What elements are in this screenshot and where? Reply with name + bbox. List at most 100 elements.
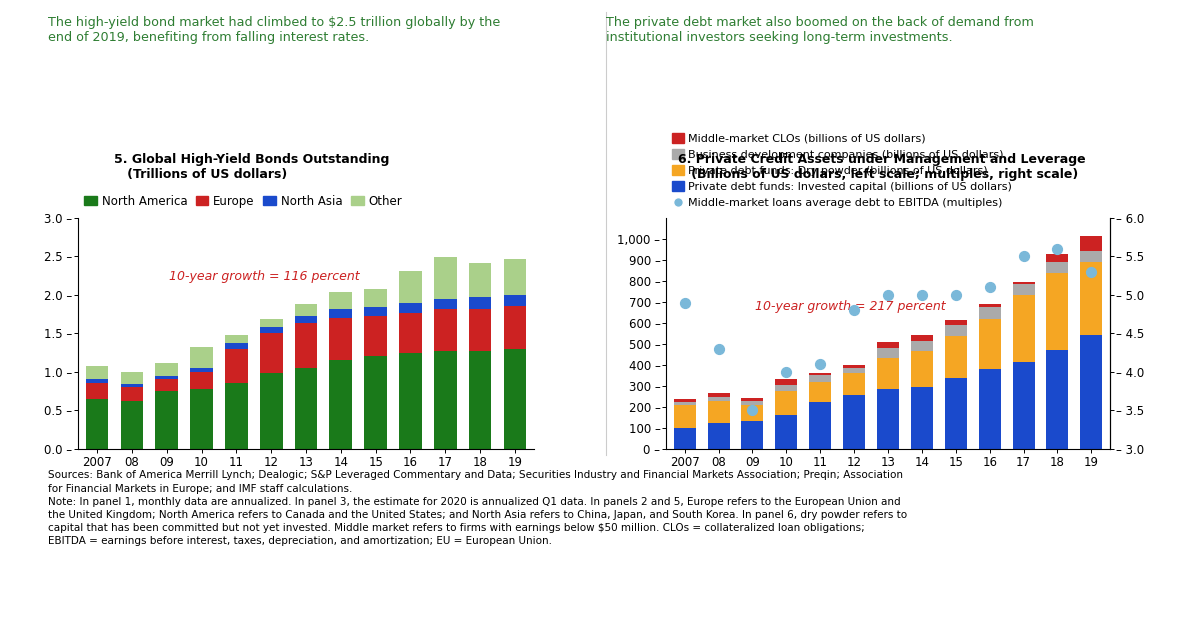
Text: 5. Global High-Yield Bonds Outstanding
   (Trillions of US dollars): 5. Global High-Yield Bonds Outstanding (… [114,153,389,181]
Legend: Middle-market CLOs (billions of US dollars), Business development companies (bil: Middle-market CLOs (billions of US dolla… [672,133,1012,208]
Bar [86,399,108,449]
Bar [673,402,696,404]
Bar [504,295,526,307]
Bar [295,316,317,323]
Bar [434,351,456,449]
Text: The high-yield bond market had climbed to $2.5 trillion globally by the
end of 2: The high-yield bond market had climbed t… [48,16,500,44]
Bar [1013,284,1034,295]
Bar [400,313,421,353]
Bar [365,356,386,449]
Bar [1013,282,1034,284]
Point [845,305,864,315]
Bar [844,364,865,368]
Bar [944,336,967,378]
Bar [260,333,282,373]
Bar [469,263,491,297]
Bar [121,387,143,401]
Bar [365,307,386,316]
Bar [673,427,696,449]
Bar [979,307,1001,318]
Bar [260,320,282,327]
Text: The private debt market also boomed on the back of demand from
institutional inv: The private debt market also boomed on t… [606,16,1034,44]
Bar [911,351,932,387]
Bar [979,304,1001,307]
Bar [156,363,178,376]
Point [980,282,1000,292]
Bar [469,309,491,351]
Bar [156,391,178,449]
Bar [809,373,832,375]
Bar [1046,262,1068,272]
Bar [877,348,899,358]
Bar [944,320,967,325]
Bar [226,383,247,449]
Bar [742,404,763,421]
Bar [504,349,526,449]
Bar [295,323,317,368]
Bar [330,309,352,318]
Text: 10-year growth = 217 percent: 10-year growth = 217 percent [755,300,946,313]
Bar [877,341,899,348]
Bar [226,343,247,349]
Point [709,344,728,354]
Bar [191,372,212,389]
Point [878,290,898,300]
Bar [673,404,696,427]
Bar [156,376,178,379]
Bar [1080,236,1103,250]
Bar [469,297,491,309]
Text: 6. Private Credit Assets under Management and Leverage
   (Billions of US dollar: 6. Private Credit Assets under Managemen… [678,153,1086,181]
Bar [1013,295,1034,361]
Bar [979,369,1001,449]
Bar [1046,272,1068,350]
Point [776,367,796,377]
Bar [1080,250,1103,262]
Point [811,359,830,369]
Bar [809,381,832,402]
Bar [809,402,832,449]
Legend: North America, Europe, North Asia, Other: North America, Europe, North Asia, Other [84,194,402,207]
Bar [121,372,143,384]
Bar [260,373,282,449]
Bar [191,389,212,449]
Text: 10-year growth = 116 percent: 10-year growth = 116 percent [169,270,360,283]
Bar [708,424,730,449]
Point [743,405,762,415]
Point [676,298,695,308]
Bar [775,384,797,391]
Bar [1080,262,1103,335]
Point [1081,267,1100,277]
Bar [673,399,696,402]
Bar [295,368,317,449]
Bar [156,379,178,391]
Bar [877,389,899,449]
Bar [1013,361,1034,449]
Bar [775,415,797,449]
Bar [434,309,456,351]
Bar [809,375,832,381]
Bar [86,366,108,379]
Bar [944,378,967,449]
Bar [330,292,352,309]
Bar [911,341,932,351]
Bar [260,327,282,333]
Bar [844,368,865,373]
Bar [944,325,967,336]
Bar [86,379,108,383]
Point [1014,252,1033,262]
Bar [400,353,421,449]
Bar [400,271,421,303]
Bar [708,397,730,401]
Bar [1046,350,1068,449]
Bar [844,373,865,395]
Point [946,290,965,300]
Bar [121,401,143,449]
Bar [708,401,730,424]
Bar [365,288,386,307]
Bar [226,349,247,383]
Bar [191,368,212,372]
Bar [365,316,386,356]
Bar [504,307,526,349]
Bar [434,300,456,309]
Point [912,290,931,300]
